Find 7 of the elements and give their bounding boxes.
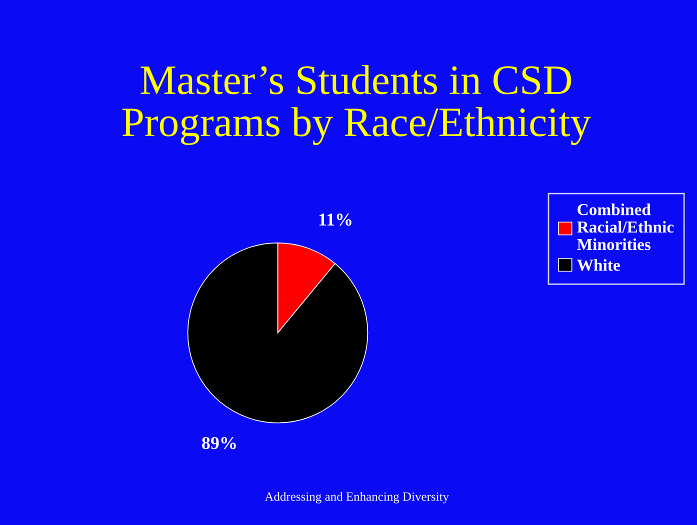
- data-label: 89%: [202, 436, 236, 450]
- pie-slice: [187, 242, 368, 424]
- legend-label: White: [577, 259, 620, 271]
- chart-title: Master’s Students in CSD Programs by Race/Ethnicity: [122, 64, 591, 146]
- legend-label: Combined Racial/Ethnic Minorities: [577, 204, 674, 250]
- text: Addressing and Enhancing Diversity: [264, 492, 449, 504]
- data-label: 11%: [319, 214, 352, 226]
